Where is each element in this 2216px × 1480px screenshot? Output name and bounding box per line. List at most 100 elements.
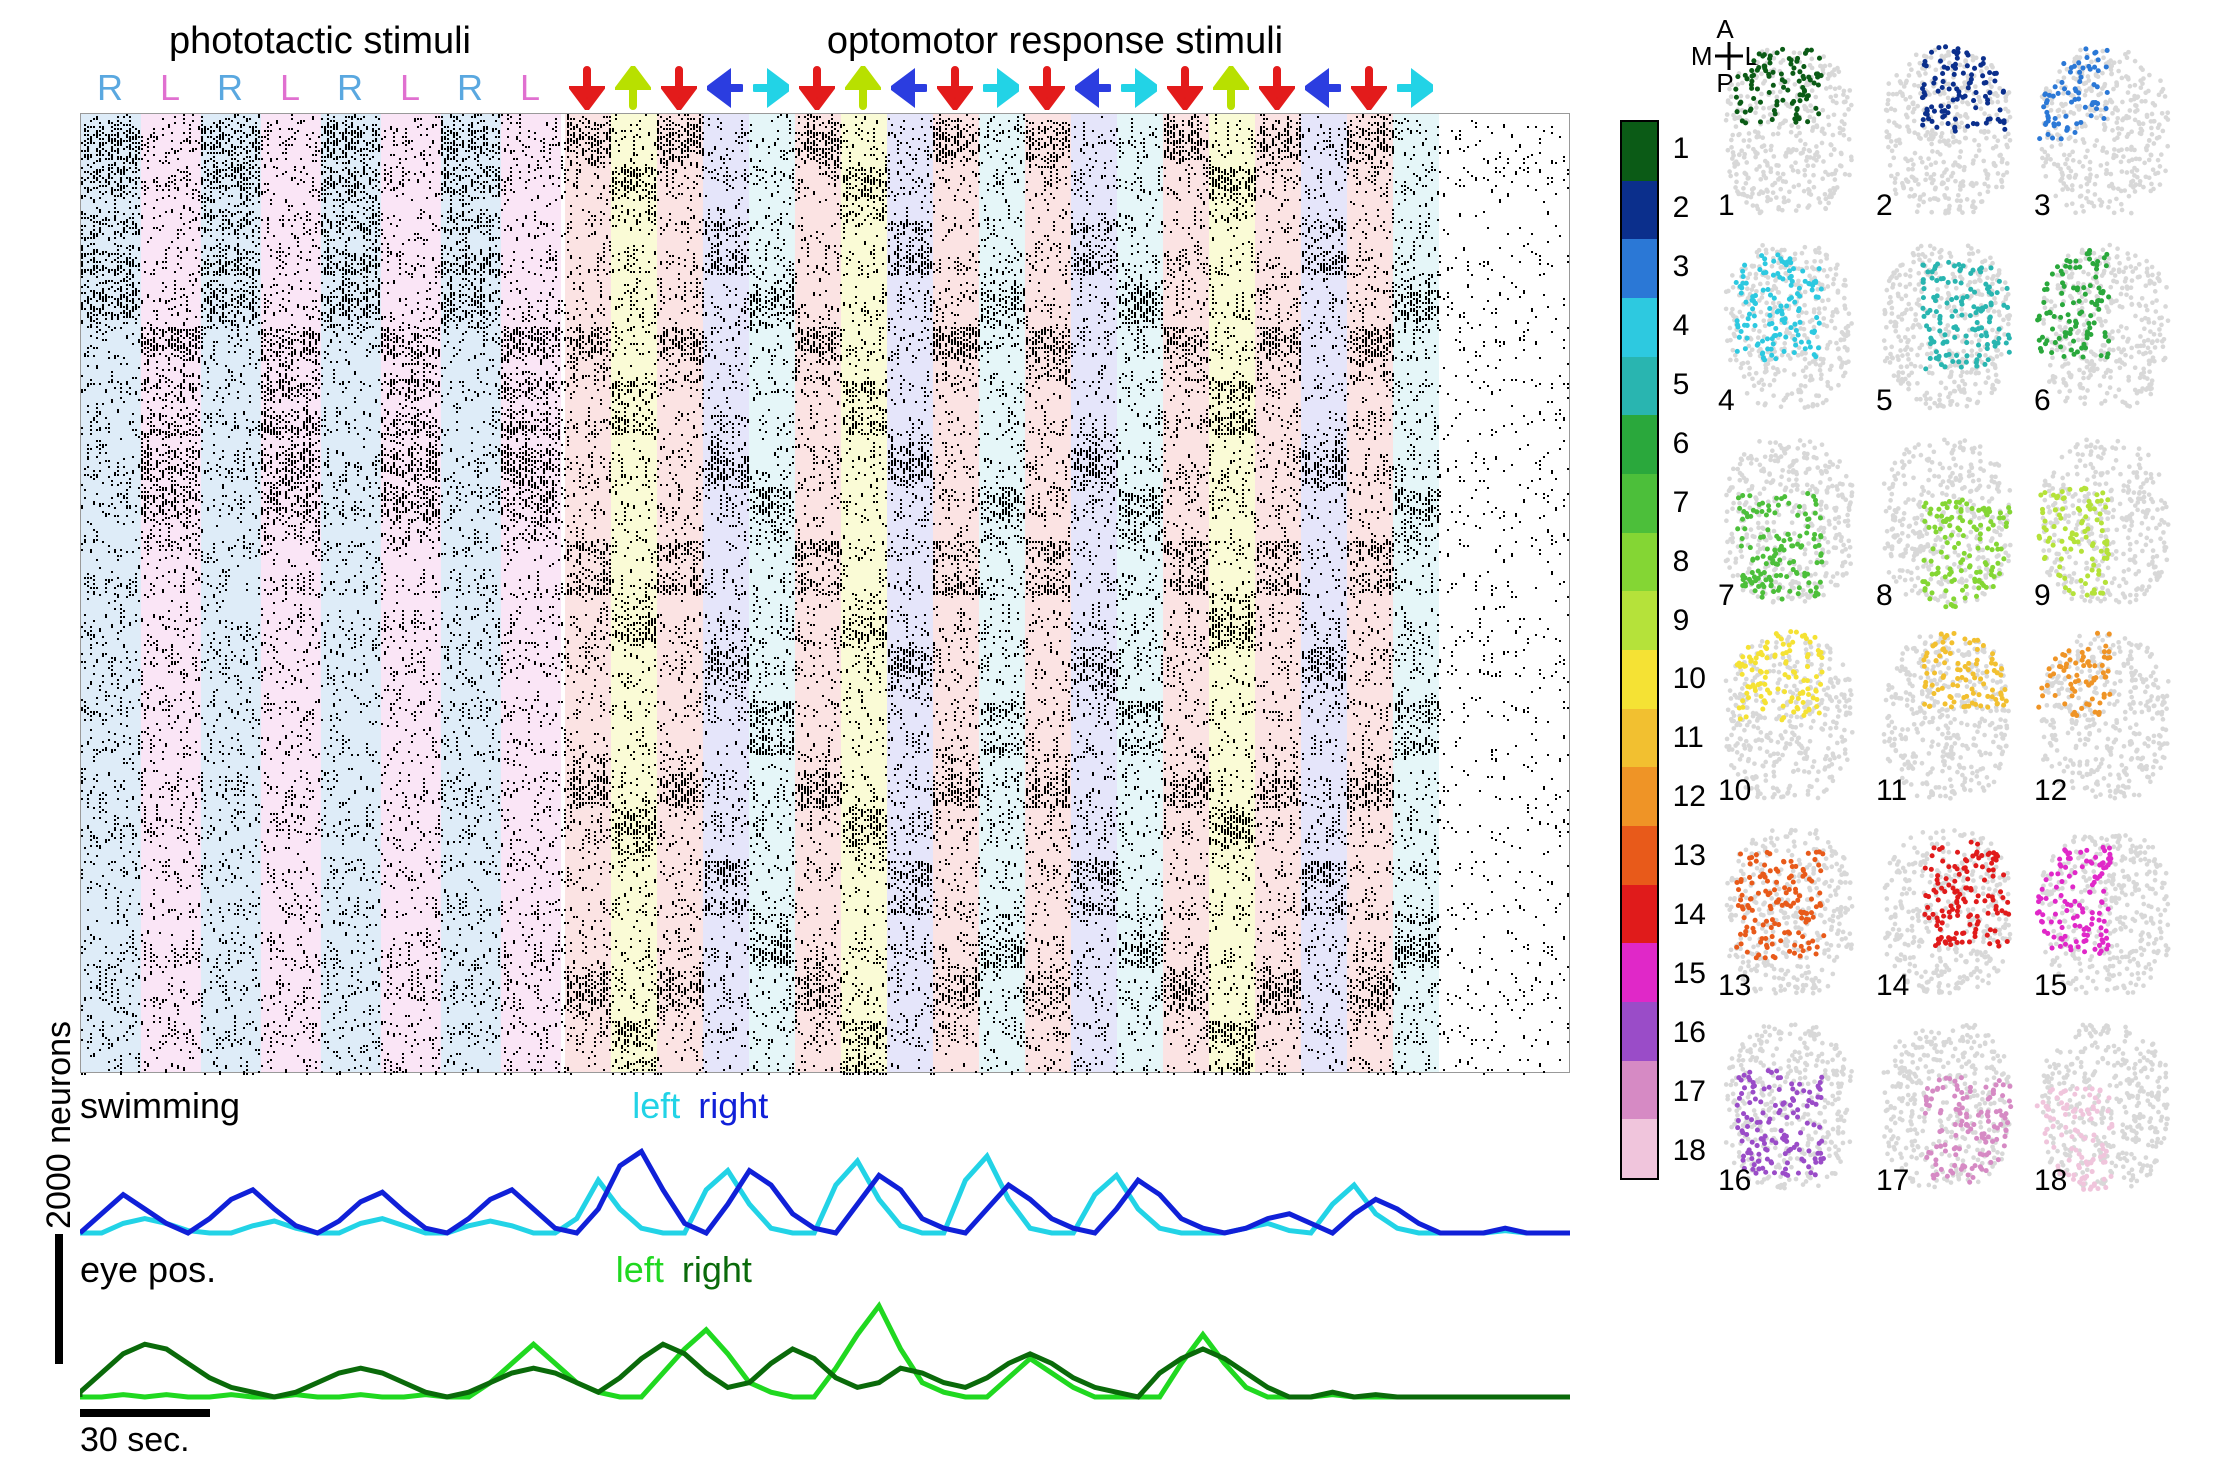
eye-left-label: left [616,1249,664,1291]
cluster-map-number: 18 [2034,1164,2067,1198]
phototactic-r: R [320,67,380,109]
arrow-down-icon [656,64,702,112]
colorbar-label-15: 15 [1667,944,1706,1003]
colorbar-seg-4 [1620,298,1659,357]
cluster-map-10: 10 [1714,625,1864,810]
phototactic-r: R [80,67,140,109]
cluster-map-8: 8 [1872,430,2022,615]
eye-labels: eye pos. left right [80,1249,1570,1291]
y-scale-bar [55,1234,63,1364]
colorbar-seg-5 [1620,357,1659,416]
colorbar-label-12: 12 [1667,768,1706,827]
cluster-map-4: 4 [1714,235,1864,420]
phototactic-header: phototactic stimuli [80,20,560,63]
swimming-trace-block: swimming left right [80,1085,1570,1237]
colorbar-seg-14 [1620,885,1659,944]
cluster-map-18: 18 [2030,1015,2180,1200]
cluster-map-number: 4 [1718,384,1735,418]
stimulus-headers: phototactic stimuli optomotor response s… [80,20,1600,63]
cluster-map-15: 15 [2030,820,2180,1005]
arrow-down-icon [1346,64,1392,112]
time-scale: 30 sec. [80,1409,1600,1460]
eye-right-label: right [682,1249,752,1291]
cluster-colorbar-labels: 123456789101112131415161718 [1667,120,1706,1180]
colorbar-label-5: 5 [1667,356,1706,415]
eye-trace-block: eye pos. left right [80,1249,1570,1401]
phototactic-l: L [500,67,560,109]
cluster-map-number: 16 [1718,1164,1751,1198]
cluster-map-3: 3 [2030,40,2180,225]
colorbar-seg-11 [1620,709,1659,768]
colorbar-label-2: 2 [1667,179,1706,238]
cluster-map-number: 14 [1876,969,1909,1003]
arrow-down-icon [1254,64,1300,112]
colorbar-seg-13 [1620,826,1659,885]
swimming-title: swimming [80,1085,240,1127]
arrow-right-icon [1392,64,1438,112]
time-scale-label: 30 sec. [80,1421,1600,1460]
colorbar-label-6: 6 [1667,414,1706,473]
arrow-down-icon [564,64,610,112]
y-scale-label: 2000 neurons [40,1021,79,1229]
colorbar-label-8: 8 [1667,532,1706,591]
colorbar-label-14: 14 [1667,886,1706,945]
cluster-map-number: 9 [2034,579,2051,613]
cluster-map-9: 9 [2030,430,2180,615]
colorbar-seg-17 [1620,1061,1659,1120]
cluster-map-number: 3 [2034,189,2051,223]
brain-outline-icon [2030,235,2180,420]
swimming-left-label: left [632,1085,680,1127]
compass-a: A [1680,16,1770,42]
colorbar-seg-9 [1620,591,1659,650]
colorbar-label-16: 16 [1667,1003,1706,1062]
colorbar-label-17: 17 [1667,1062,1706,1121]
time-scale-bar [80,1409,210,1417]
brain-outline-icon [1872,235,2022,420]
arrow-up-icon [610,64,656,112]
colorbar-seg-15 [1620,943,1659,1002]
optomotor-header: optomotor response stimuli [620,20,1490,63]
colorbar-seg-6 [1620,415,1659,474]
phototactic-l: L [140,67,200,109]
colorbar-seg-18 [1620,1119,1659,1180]
cluster-map-2: 2 [1872,40,2022,225]
cluster-map-16: 16 [1714,1015,1864,1200]
arrow-down-icon [794,64,840,112]
cluster-map-number: 7 [1718,579,1735,613]
arrow-left-icon [1070,64,1116,112]
compass-m: M [1691,43,1713,69]
arrow-down-icon [1024,64,1070,112]
phototactic-r: R [200,67,260,109]
brain-outline-icon [1872,40,2022,225]
cluster-map-number: 10 [1718,774,1751,808]
colorbar-label-4: 4 [1667,297,1706,356]
arrow-down-icon [932,64,978,112]
left-panel: phototactic stimuli optomotor response s… [20,20,1600,1460]
right-panel: A M L P 123456789101112131415161718 1234… [1620,20,2180,1200]
cluster-maps-grid: 123456789101112131415161718 [1714,40,2180,1200]
colorbar-label-7: 7 [1667,473,1706,532]
colorbar-seg-8 [1620,533,1659,592]
brain-outline-icon [1714,40,1864,225]
cluster-map-number: 17 [1876,1164,1909,1198]
arrow-left-icon [886,64,932,112]
brain-outline-icon [2030,40,2180,225]
colorbar-label-10: 10 [1667,650,1706,709]
brain-outline-icon [1872,430,2022,615]
swimming-labels: swimming left right [80,1085,1570,1127]
colorbar-label-3: 3 [1667,238,1706,297]
cluster-map-14: 14 [1872,820,2022,1005]
cluster-map-13: 13 [1714,820,1864,1005]
cluster-map-5: 5 [1872,235,2022,420]
stimulus-sequence-row: RLRLRLRL [80,63,1600,113]
eye-trace [80,1291,1570,1401]
colorbar-seg-10 [1620,650,1659,709]
colorbar-seg-3 [1620,239,1659,298]
colorbar-seg-12 [1620,767,1659,826]
arrow-up-icon [1208,64,1254,112]
colorbar-label-18: 18 [1667,1121,1706,1180]
cluster-map-11: 11 [1872,625,2022,810]
colorbar-seg-7 [1620,474,1659,533]
cluster-map-12: 12 [2030,625,2180,810]
phototactic-l: L [260,67,320,109]
